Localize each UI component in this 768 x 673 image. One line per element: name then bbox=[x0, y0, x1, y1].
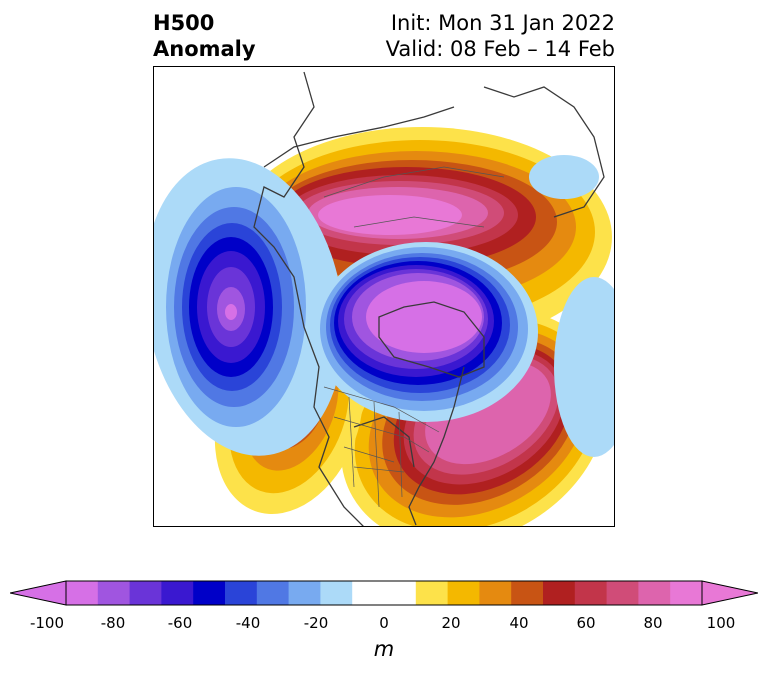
political-boundaries bbox=[323, 166, 505, 508]
valid-range: Valid: 08 Feb – 14 Feb bbox=[385, 37, 615, 61]
title-left: H500 Anomaly bbox=[153, 10, 256, 62]
colorbar-max-extend bbox=[701, 580, 758, 606]
colorbar-tick-label: 80 bbox=[643, 614, 663, 632]
colorbar bbox=[10, 580, 758, 606]
title-field: H500 bbox=[153, 11, 215, 35]
anomaly-field bbox=[154, 71, 614, 526]
colorbar-cell bbox=[225, 581, 258, 605]
colorbar-cell bbox=[193, 581, 226, 605]
colorbar-cell bbox=[161, 581, 194, 605]
title-product: Anomaly bbox=[153, 37, 256, 61]
anomaly-map bbox=[153, 66, 615, 527]
colorbar-cell bbox=[66, 581, 99, 605]
colorbar-cell bbox=[97, 581, 131, 605]
colorbar-cell bbox=[129, 581, 162, 605]
colorbar-tick-label: 40 bbox=[509, 614, 529, 632]
colorbar-outline bbox=[65, 580, 703, 606]
pacific-negative-anomaly bbox=[154, 158, 344, 456]
colorbar-tick-label: -60 bbox=[167, 614, 193, 632]
atlantic-weak-negative bbox=[554, 277, 614, 457]
colorbar-unit-label: m bbox=[373, 637, 395, 661]
colorbar-cell bbox=[447, 581, 480, 605]
colorbar-cell bbox=[415, 581, 449, 605]
colorbar-tick-label: 0 bbox=[379, 614, 389, 632]
init-date: Init: Mon 31 Jan 2022 bbox=[390, 11, 615, 35]
colorbar-tick-label: -80 bbox=[100, 614, 126, 632]
title-right: Init: Mon 31 Jan 2022 Valid: 08 Feb – 14… bbox=[386, 10, 615, 62]
colorbar-cell bbox=[352, 581, 385, 605]
atlantic-positive-anomaly bbox=[340, 308, 608, 526]
colorbar-cell bbox=[511, 581, 544, 605]
colorbar-cell bbox=[638, 581, 671, 605]
colorbar-tick-label: -20 bbox=[303, 614, 329, 632]
colorbar-tick-label: -40 bbox=[235, 614, 261, 632]
colorbar-cell bbox=[574, 581, 608, 605]
colorbar-cell bbox=[384, 581, 417, 605]
arctic-negative-anomaly bbox=[314, 242, 538, 422]
colorbar-cell bbox=[288, 581, 321, 605]
colorbar-cell bbox=[670, 581, 703, 605]
colorbar-tick-label: 60 bbox=[576, 614, 596, 632]
colorbar-cell bbox=[543, 581, 576, 605]
coastlines bbox=[253, 71, 605, 526]
colorbar-cell bbox=[606, 581, 639, 605]
colorbar-cell bbox=[479, 581, 512, 605]
colorbar-min-extend bbox=[10, 580, 67, 606]
colorbar-cell bbox=[256, 581, 290, 605]
colorbar-tick-label: 100 bbox=[706, 614, 736, 632]
colorbar-tick-label: -100 bbox=[29, 614, 65, 632]
colorbar-tick-label: 20 bbox=[441, 614, 461, 632]
colorbar-cell bbox=[320, 581, 353, 605]
siberia-weak-negative bbox=[529, 155, 599, 199]
